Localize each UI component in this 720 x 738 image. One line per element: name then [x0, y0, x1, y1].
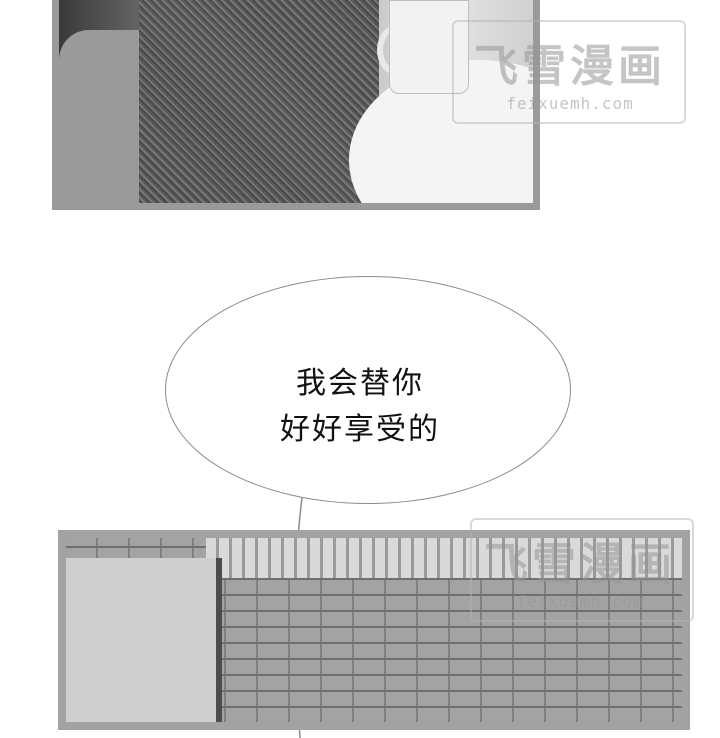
shop-door: [66, 558, 222, 722]
watermark-frame-bottom: [470, 518, 694, 622]
speech-bubble: [165, 276, 571, 504]
awning: [206, 538, 682, 578]
coffee-cup: [389, 0, 469, 94]
dialogue-line-1: 我会替你: [296, 366, 424, 401]
dialogue-line-2: 好好享受的: [280, 412, 440, 447]
watermark-frame-top: [452, 20, 686, 124]
character-sweater: [139, 0, 379, 203]
bottom-comic-panel: [58, 530, 690, 730]
top-comic-panel: [52, 0, 540, 210]
